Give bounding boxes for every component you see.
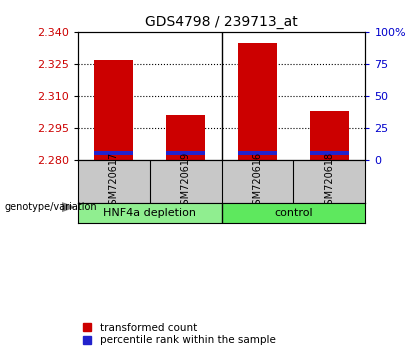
Polygon shape (62, 203, 74, 211)
Bar (166, 115, 205, 160)
Legend: transformed count, percentile rank within the sample: transformed count, percentile rank withi… (83, 322, 276, 345)
Text: genotype/variation: genotype/variation (4, 202, 97, 212)
Text: HNF4a depletion: HNF4a depletion (103, 208, 196, 218)
Bar (310, 111, 349, 160)
Bar (238, 42, 277, 160)
Text: GSM720617: GSM720617 (109, 152, 119, 211)
Text: GSM720618: GSM720618 (324, 152, 334, 211)
Bar (94, 151, 134, 155)
Title: GDS4798 / 239713_at: GDS4798 / 239713_at (145, 16, 298, 29)
Bar (238, 151, 277, 155)
Text: control: control (274, 208, 313, 218)
Bar (166, 151, 205, 155)
Bar (94, 60, 134, 160)
Bar (310, 151, 349, 155)
Text: GSM720616: GSM720616 (252, 152, 262, 211)
Bar (222, 203, 365, 223)
Text: GSM720619: GSM720619 (181, 152, 191, 211)
